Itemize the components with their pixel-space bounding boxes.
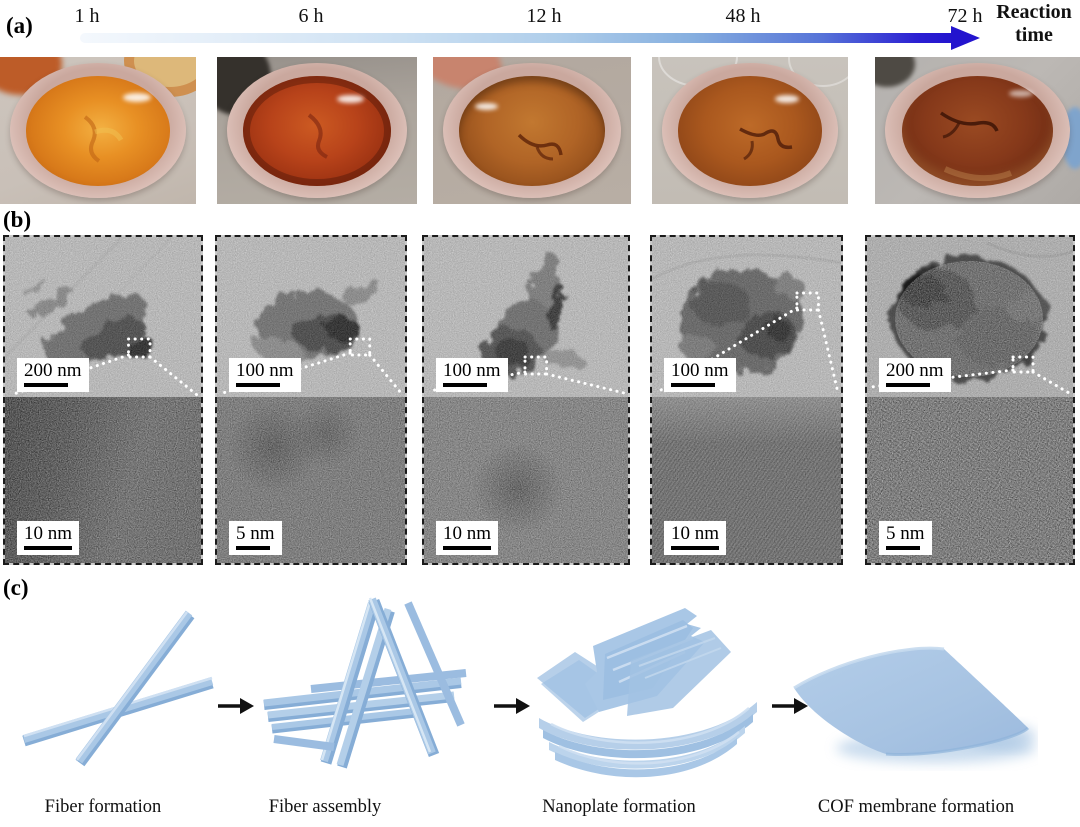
tem-column-72h: 200 nm 5 nm: [865, 235, 1075, 565]
hrtem-image: 5 nm: [217, 397, 405, 563]
time-label-1h: 1 h: [74, 5, 100, 27]
vial-rim: [442, 62, 622, 199]
nanoplate-formation-illustration: [537, 608, 757, 778]
timeline-gradient-arrow: [80, 33, 953, 43]
time-label-6h: 6 h: [298, 5, 324, 27]
vial-photo-72h: [875, 57, 1080, 204]
reflection-highlight: [336, 95, 364, 104]
zoom-region-annotation: [428, 355, 626, 395]
reaction-time-axis-label: Reaction time: [996, 1, 1072, 46]
scale-bar-label: 100 nm: [443, 360, 501, 381]
vial-photo-48h: [652, 57, 848, 204]
scale-bar-line: [24, 546, 72, 550]
tem-image: 200 nm: [5, 237, 201, 397]
solution-liquid: [458, 76, 606, 186]
scale-bar: 10 nm: [664, 521, 727, 555]
time-label-48h: 48 h: [725, 5, 761, 27]
scale-bar-line: [886, 546, 920, 550]
solution-swirl: [939, 111, 1013, 182]
panel-c-label: (c): [3, 575, 29, 600]
tem-column-48h: 100 nm 10 nm: [650, 235, 843, 565]
hrtem-image: 10 nm: [424, 397, 628, 563]
vial-photo-1h: [0, 57, 196, 204]
reflection-highlight: [474, 103, 499, 111]
reflection-highlight: [774, 95, 800, 104]
stage-label-fiber-assembly: Fiber assembly: [268, 797, 382, 817]
scale-bar-line: [443, 546, 491, 550]
hrtem-image: 10 nm: [5, 397, 201, 563]
solution-swirl: [517, 133, 563, 161]
scale-bar-label: 5 nm: [886, 523, 925, 544]
scale-bar-label: 5 nm: [236, 523, 275, 544]
vial-photo-6h: [217, 57, 417, 204]
scale-bar-line: [443, 383, 487, 387]
solution-swirl: [83, 115, 124, 163]
tem-column-1h: 200 nm 10 nm: [3, 235, 203, 565]
scale-bar: 100 nm: [229, 358, 301, 392]
panel-a-label: (a): [6, 13, 33, 38]
tem-image: 100 nm: [217, 237, 405, 397]
scale-bar-label: 10 nm: [443, 523, 492, 544]
tem-image: 200 nm: [867, 237, 1073, 397]
noise-texture: [424, 397, 628, 563]
stage-label-cof-membrane-formation: COF membrane formation: [817, 797, 1015, 817]
scale-bar-line: [236, 383, 280, 387]
scale-bar: 10 nm: [17, 521, 80, 555]
tem-image: 100 nm: [424, 237, 628, 397]
scale-bar-line: [671, 546, 719, 550]
scale-bar-line: [671, 383, 715, 387]
scale-bar-label: 10 nm: [24, 523, 73, 544]
tem-column-6h: 100 nm 5 nm: [215, 235, 407, 565]
scale-bar-line: [236, 546, 270, 550]
scale-bar-line: [24, 383, 68, 387]
solution-swirl: [739, 127, 793, 161]
scale-bar: 5 nm: [229, 521, 282, 555]
time-label-72h: 72 h: [947, 5, 983, 27]
scale-bar: 100 nm: [664, 358, 736, 392]
scale-bar: 100 nm: [436, 358, 508, 392]
scale-bar: 10 nm: [436, 521, 499, 555]
scale-bar-label: 10 nm: [671, 523, 720, 544]
cof-membrane-illustration: [793, 646, 1036, 763]
tem-column-12h: 100 nm 10 nm: [422, 235, 630, 565]
right-arrow-icon: [218, 698, 254, 714]
stage-label-fiber-formation: Fiber formation: [44, 797, 162, 817]
timeline-arrowhead-icon: [951, 26, 980, 50]
scale-bar: 200 nm: [17, 358, 89, 392]
hrtem-image: 10 nm: [652, 397, 841, 563]
fiber-formation-illustration: [22, 610, 214, 767]
reflection-highlight: [1008, 89, 1033, 97]
scale-bar-label: 200 nm: [24, 360, 82, 381]
solution-liquid: [677, 76, 823, 186]
zoom-region-annotation: [9, 337, 199, 397]
scale-bar-label: 100 nm: [236, 360, 294, 381]
scale-bar: 5 nm: [879, 521, 932, 555]
fiber-assembly-illustration: [263, 597, 467, 769]
vial-rim: [227, 62, 407, 199]
hrtem-image: 5 nm: [867, 397, 1073, 563]
scale-bar-line: [886, 383, 930, 387]
solution-liquid: [243, 76, 391, 186]
vial-rim: [661, 62, 839, 199]
scale-bar: 200 nm: [879, 358, 951, 392]
right-arrow-icon: [494, 698, 530, 714]
solution-swirl: [307, 113, 328, 159]
time-label-12h: 12 h: [526, 5, 562, 27]
scale-bar-label: 100 nm: [671, 360, 729, 381]
tem-image: 100 nm: [652, 237, 841, 397]
scale-bar-label: 200 nm: [886, 360, 944, 381]
panel-b-label: (b): [3, 207, 32, 232]
vial-photo-12h: [433, 57, 631, 204]
reflection-highlight: [122, 92, 151, 103]
noise-texture: [652, 397, 841, 563]
right-arrow-icon: [772, 698, 808, 714]
stage-label-nanoplate-formation: Nanoplate formation: [542, 797, 696, 817]
